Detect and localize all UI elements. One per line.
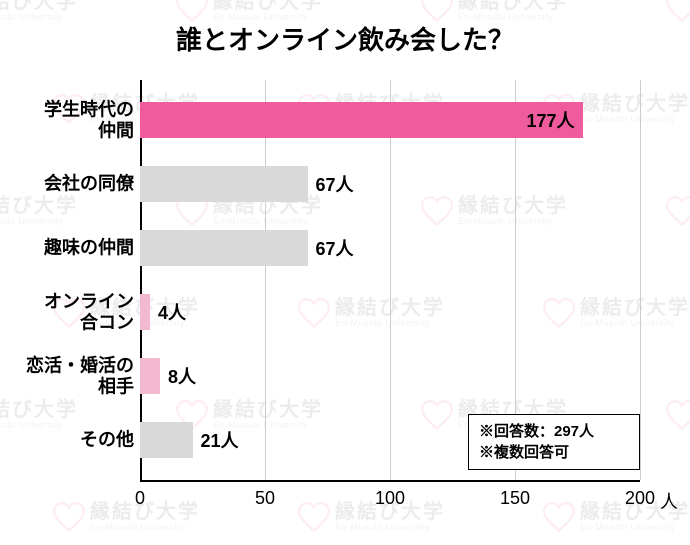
grid-line [265,80,266,480]
bar [140,294,150,330]
note-line: ※複数回答可 [479,442,629,463]
bar-value-label: 67人 [316,235,354,261]
watermark-unit: 縁結び大学En-Musubi University [297,500,445,534]
note-line: ※回答数：297人 [479,421,629,442]
note-box: ※回答数：297人※複数回答可 [468,414,640,470]
x-tick-label: 50 [255,488,275,509]
category-label: 学生時代の 仲間 [4,99,134,140]
bar-row: 177人 [140,102,583,138]
bar [140,422,193,458]
x-axis [140,480,640,482]
category-label: 趣味の仲間 [4,238,134,259]
bar-row: 67人 [140,166,308,202]
x-axis-unit: 人 [660,488,678,514]
category-label: その他 [4,430,134,451]
bar [140,358,160,394]
category-label: 恋活・婚活の 相手 [4,355,134,396]
watermark-unit: 縁結び大学En-Musubi University [0,398,78,432]
bar-value-label: 8人 [168,363,196,389]
category-label: 会社の同僚 [4,174,134,195]
watermark-unit: 縁結び大学En-Musubi University [52,500,200,534]
bar-row: 21人 [140,422,193,458]
bar-value-label: 21人 [201,427,239,453]
category-label: オンライン 合コン [4,291,134,332]
bar [140,102,583,138]
watermark-unit: 縁結び大学En-Musubi University [665,398,690,432]
x-tick-label: 200 [625,488,655,509]
bar-row: 4人 [140,294,150,330]
bar-value-label: 4人 [158,299,186,325]
y-axis [140,80,142,480]
x-tick-label: 100 [375,488,405,509]
bar-row: 8人 [140,358,160,394]
watermark-unit: 縁結び大学En-Musubi University [665,194,690,228]
watermark-unit: 縁結び大学En-Musubi University [0,194,78,228]
bar-value-label: 177人 [526,107,574,133]
chart-title-wrap: 誰とオンライン飲み会した？ [0,20,690,57]
grid-line [640,80,641,480]
x-tick-label: 150 [500,488,530,509]
bar [140,166,308,202]
bar-row: 67人 [140,230,308,266]
grid-line [390,80,391,480]
chart-title: 誰とオンライン飲み会した？ [176,20,514,57]
bar-value-label: 67人 [316,171,354,197]
bar [140,230,308,266]
x-tick-label: 0 [135,488,145,509]
